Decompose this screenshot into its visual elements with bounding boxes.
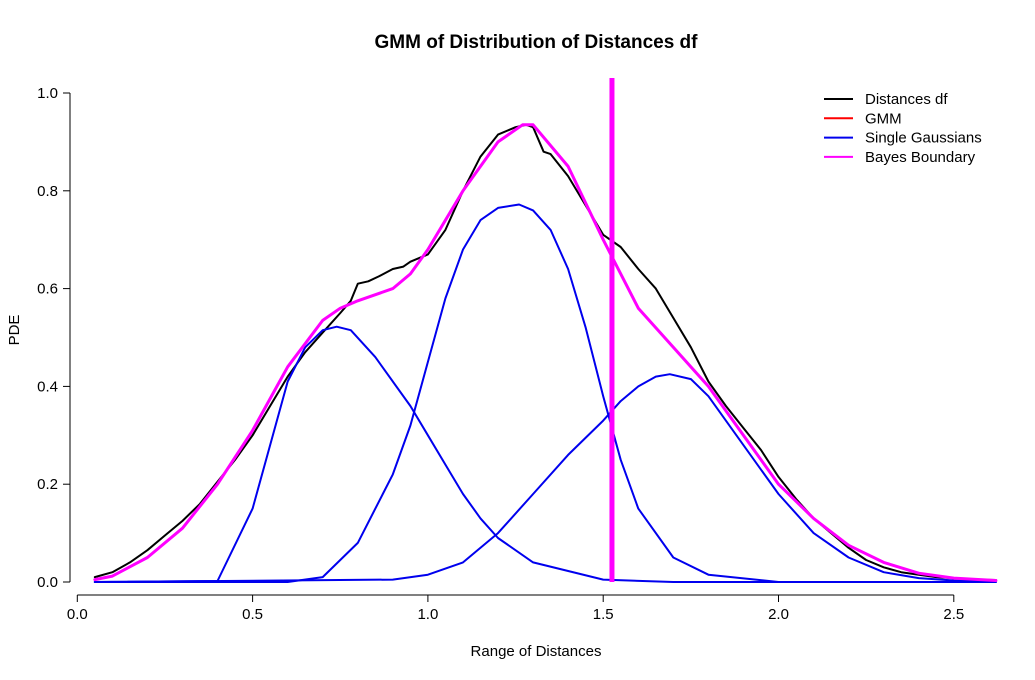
x-tick-label: 1.5 — [593, 606, 614, 623]
legend-label: Distances df — [865, 91, 948, 108]
x-tick-label: 0.5 — [242, 606, 263, 623]
chart-title: GMM of Distribution of Distances df — [375, 32, 699, 53]
series-layer — [93, 78, 998, 583]
y-tick-label: 0.6 — [37, 281, 58, 298]
y-tick-label: 1.0 — [37, 85, 58, 102]
legend-label: Bayes Boundary — [865, 149, 976, 166]
x-axis-label: Range of Distances — [471, 643, 602, 660]
y-tick-label: 0.0 — [37, 574, 58, 591]
legend-label: Single Gaussians — [865, 130, 982, 147]
series-line-single-gaussians — [93, 325, 997, 583]
series-line-gmm — [93, 123, 997, 582]
series-line-single-gaussians — [93, 203, 997, 583]
series-line-bayes-boundary — [93, 123, 998, 582]
y-tick-label: 0.8 — [37, 183, 58, 200]
series-line-distances-df — [93, 123, 997, 581]
y-axis-label: PDE — [6, 315, 23, 346]
legend-label: GMM — [865, 110, 902, 127]
x-tick-label: 0.0 — [67, 606, 88, 623]
x-tick-label: 1.0 — [417, 606, 438, 623]
y-tick-label: 0.2 — [37, 476, 58, 493]
y-tick-label: 0.4 — [37, 378, 58, 395]
x-tick-label: 2.5 — [943, 606, 964, 623]
x-tick-label: 2.0 — [768, 606, 789, 623]
legend: Distances df GMM Single Gaussians Bayes Bou… — [824, 91, 982, 166]
series-line-single-gaussians — [93, 373, 997, 583]
axes: 0.0 0.5 1.0 1.5 2.0 2.5 0.0 0.2 0.4 0.6 0.8 1.0 — [37, 85, 964, 623]
